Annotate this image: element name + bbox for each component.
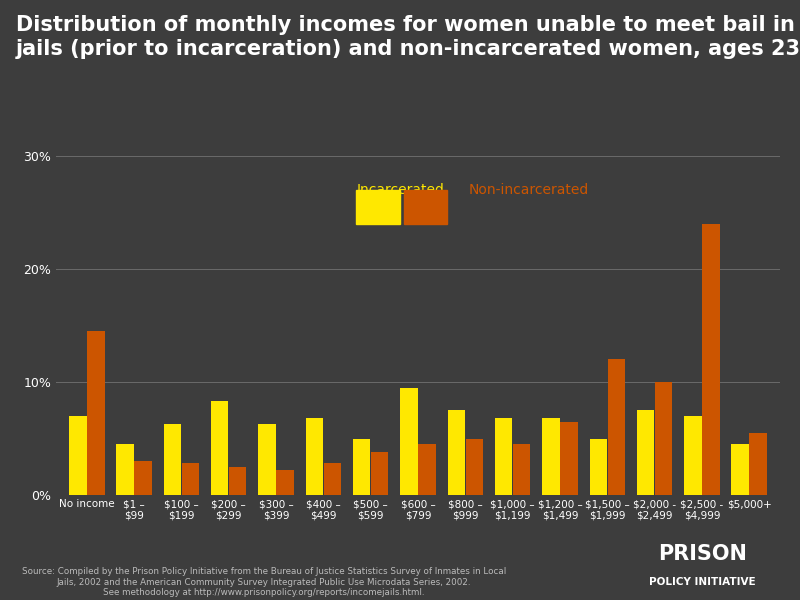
Bar [371,452,389,495]
Bar [403,190,447,224]
Bar [655,382,672,495]
Bar [87,331,105,495]
Text: Incarcerated: Incarcerated [357,183,444,197]
Bar [258,424,276,495]
Bar [357,190,400,224]
Bar [116,444,134,495]
Bar [684,416,702,495]
Bar [513,444,530,495]
Bar [69,416,86,495]
Bar [182,463,199,495]
Bar [211,401,229,495]
Bar [447,410,465,495]
Bar [418,444,436,495]
Bar [750,433,767,495]
Bar [164,424,181,495]
Text: Non-incarcerated: Non-incarcerated [469,183,589,197]
Bar [542,418,560,495]
Bar [590,439,607,495]
Bar [134,461,152,495]
Bar [607,359,625,495]
Bar [637,410,654,495]
Bar [702,224,720,495]
Text: Distribution of monthly incomes for women unable to meet bail in local
jails (pr: Distribution of monthly incomes for wome… [16,15,800,59]
Text: PRISON: PRISON [658,544,747,564]
Text: Source: Compiled by the Prison Policy Initiative from the Bureau of Justice Stat: Source: Compiled by the Prison Policy In… [22,567,506,597]
Bar [731,444,749,495]
Bar [560,422,578,495]
Text: POLICY INITIATIVE: POLICY INITIATIVE [649,577,756,587]
Bar [466,439,483,495]
Bar [276,470,294,495]
Bar [229,467,246,495]
Bar [323,463,341,495]
Bar [400,388,418,495]
Bar [353,439,370,495]
Bar [495,418,513,495]
Bar [306,418,323,495]
